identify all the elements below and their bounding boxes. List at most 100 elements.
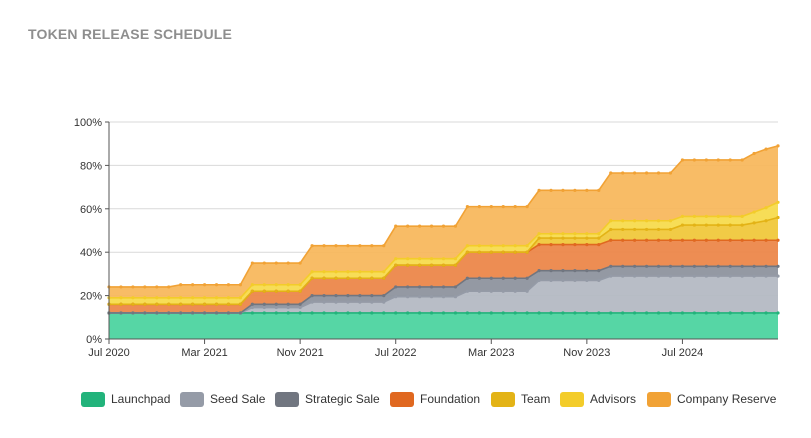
point-seed-sale[interactable] [370,300,374,304]
point-team[interactable] [716,223,720,227]
point-company-reserve[interactable] [429,224,434,228]
point-team[interactable] [155,302,159,306]
point-seed-sale[interactable] [418,295,422,299]
point-company-reserve[interactable] [644,171,649,175]
point-strategic-sale[interactable] [453,285,458,289]
point-strategic-sale[interactable] [358,294,362,298]
point-advisors[interactable] [537,232,541,236]
point-strategic-sale[interactable] [513,276,517,280]
point-team[interactable] [465,250,469,254]
point-company-reserve[interactable] [394,224,398,228]
point-strategic-sale[interactable] [680,264,685,268]
point-company-reserve[interactable] [597,188,601,192]
point-team[interactable] [776,215,780,220]
legend-item-advisors[interactable]: Advisors [560,389,636,409]
point-strategic-sale[interactable] [633,264,637,268]
point-advisors[interactable] [119,296,123,300]
point-team[interactable] [334,276,338,280]
point-seed-sale[interactable] [429,295,434,299]
point-launchpad[interactable] [525,311,529,315]
point-company-reserve[interactable] [155,285,159,289]
point-advisors[interactable] [322,270,326,274]
point-launchpad[interactable] [740,311,744,315]
point-advisors[interactable] [776,200,780,204]
point-strategic-sale[interactable] [573,269,577,273]
point-strategic-sale[interactable] [656,264,661,268]
point-seed-sale[interactable] [298,305,302,310]
point-team[interactable] [274,289,278,293]
point-launchpad[interactable] [406,311,410,315]
point-team[interactable] [119,302,123,306]
point-seed-sale[interactable] [716,274,720,278]
point-advisors[interactable] [465,244,469,248]
point-team[interactable] [453,263,458,267]
point-team[interactable] [214,302,219,306]
point-company-reserve[interactable] [621,171,625,175]
point-launchpad[interactable] [429,311,434,315]
point-launchpad[interactable] [310,311,314,315]
point-advisors[interactable] [525,244,529,248]
point-company-reserve[interactable] [656,171,661,175]
area-seed-sale[interactable] [109,276,778,313]
point-strategic-sale[interactable] [752,264,756,268]
point-strategic-sale[interactable] [644,264,649,268]
point-team[interactable] [394,263,398,267]
point-advisors[interactable] [513,244,517,248]
point-advisors[interactable] [370,270,374,274]
point-team[interactable] [286,289,290,293]
area-advisors[interactable] [109,202,778,305]
point-advisors[interactable] [382,270,386,274]
point-team[interactable] [322,276,326,280]
point-foundation[interactable] [680,238,685,242]
point-team[interactable] [310,276,314,280]
point-seed-sale[interactable] [740,274,744,278]
point-launchpad[interactable] [501,311,505,315]
point-launchpad[interactable] [692,311,696,315]
point-advisors[interactable] [214,296,219,300]
point-seed-sale[interactable] [752,274,756,278]
point-seed-sale[interactable] [537,278,541,283]
point-strategic-sale[interactable] [119,311,123,315]
point-advisors[interactable] [394,257,398,261]
point-team[interactable] [501,250,505,254]
point-launchpad[interactable] [322,311,326,315]
point-company-reserve[interactable] [633,171,637,175]
point-team[interactable] [143,302,147,306]
point-strategic-sale[interactable] [214,311,219,315]
point-seed-sale[interactable] [346,300,350,304]
point-team[interactable] [489,250,493,254]
point-seed-sale[interactable] [680,274,685,278]
point-strategic-sale[interactable] [155,311,159,315]
point-company-reserve[interactable] [119,285,123,289]
point-company-reserve[interactable] [680,158,685,162]
point-foundation[interactable] [537,243,541,247]
legend-item-strategic-sale[interactable]: Strategic Sale [275,389,380,409]
point-seed-sale[interactable] [250,305,254,310]
point-launchpad[interactable] [465,311,469,315]
point-strategic-sale[interactable] [692,264,696,268]
point-advisors[interactable] [704,214,708,218]
point-seed-sale[interactable] [621,274,625,278]
point-team[interactable] [656,227,661,232]
point-company-reserve[interactable] [776,144,780,148]
point-advisors[interactable] [597,232,601,236]
point-launchpad[interactable] [728,311,732,315]
point-company-reserve[interactable] [298,261,302,265]
area-strategic-sale[interactable] [109,266,778,313]
point-launchpad[interactable] [489,311,493,315]
point-launchpad[interactable] [370,311,374,315]
point-foundation[interactable] [764,238,768,242]
point-advisors[interactable] [692,214,696,218]
point-seed-sale[interactable] [561,278,565,283]
point-strategic-sale[interactable] [728,264,732,268]
point-seed-sale[interactable] [644,274,649,278]
point-advisors[interactable] [346,270,350,274]
point-foundation[interactable] [740,238,744,242]
point-strategic-sale[interactable] [238,311,243,315]
point-strategic-sale[interactable] [286,302,290,306]
point-advisors[interactable] [716,214,720,218]
point-seed-sale[interactable] [501,289,505,293]
point-foundation[interactable] [573,243,577,247]
point-company-reserve[interactable] [525,205,529,209]
point-strategic-sale[interactable] [441,285,446,289]
